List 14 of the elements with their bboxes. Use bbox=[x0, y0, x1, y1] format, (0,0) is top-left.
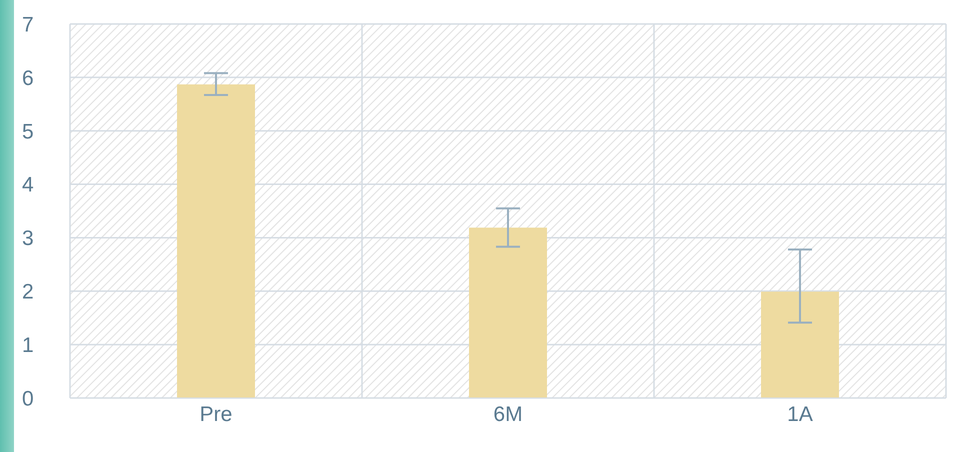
bar bbox=[177, 84, 255, 398]
y-tick-label: 7 bbox=[22, 13, 34, 36]
y-tick-label: 1 bbox=[22, 334, 34, 358]
y-tick-label: 4 bbox=[22, 174, 34, 197]
bar bbox=[761, 292, 839, 398]
bar bbox=[469, 228, 547, 398]
y-tick-label: 0 bbox=[22, 387, 34, 410]
y-tick-label: 5 bbox=[22, 120, 34, 144]
x-tick-label: Pre bbox=[200, 402, 232, 426]
x-tick-label: 6M bbox=[493, 402, 523, 426]
y-tick-label: 6 bbox=[22, 66, 34, 90]
y-tick-label: 2 bbox=[22, 280, 34, 304]
x-tick-label: 1A bbox=[787, 402, 813, 426]
y-tick-label: 3 bbox=[22, 227, 34, 250]
